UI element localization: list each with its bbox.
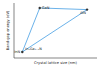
point <box>39 7 41 9</box>
point-label: AlN <box>80 11 86 15</box>
x-axis-label: Crystal lattice size (nm) <box>34 61 77 65</box>
point <box>21 51 23 53</box>
point-label: InN <box>14 50 20 54</box>
chart: GaN AlN InN InₓGa₁₋ₓN Crystal lattice size (… <box>0 0 100 69</box>
point-label: GaN <box>42 6 50 10</box>
point <box>86 8 88 10</box>
annotation: InₓGa₁₋ₓN <box>25 47 42 51</box>
plot-area <box>21 7 88 53</box>
y-axis-label: Band-gap energy (eV) <box>6 10 10 50</box>
x-axis <box>14 58 97 59</box>
triangle-line <box>22 8 87 52</box>
chart-root: GaN AlN InN InₓGa₁₋ₓN Crystal lattice size (… <box>0 0 100 69</box>
